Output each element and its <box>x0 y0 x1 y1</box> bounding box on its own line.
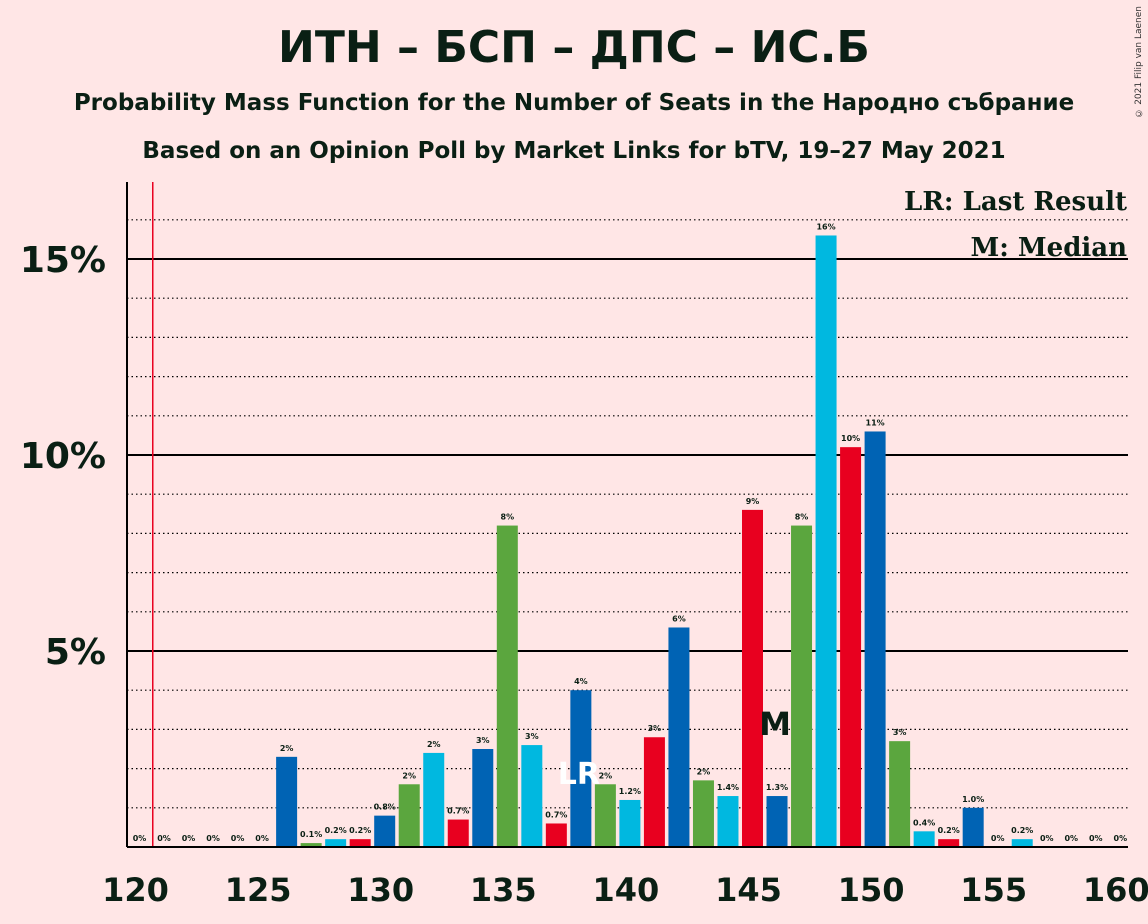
bar-seat-131 <box>374 815 396 847</box>
bar-value-label: 11% <box>866 418 885 427</box>
bar-seat-140 <box>594 784 616 847</box>
bar-value-label: 0% <box>1114 834 1128 843</box>
bar-value-label: 10% <box>841 434 860 443</box>
bar-value-label: 3% <box>648 724 662 733</box>
x-tick-label: 135 <box>470 871 537 909</box>
bar-value-label: 0% <box>133 834 147 843</box>
bar-seat-133 <box>423 752 445 847</box>
bar-value-label: 0% <box>1064 834 1078 843</box>
bar-seat-148 <box>791 525 813 847</box>
bar-value-label: 0% <box>231 834 245 843</box>
bar-value-label: 0.1% <box>300 830 322 839</box>
bar-seat-149 <box>815 235 837 848</box>
median-marker: M <box>759 705 791 743</box>
bar-seat-150 <box>840 447 862 847</box>
bar-seat-128 <box>300 843 322 847</box>
y-tick-label: 10% <box>20 436 106 477</box>
bar-value-label: 1.3% <box>766 783 788 792</box>
x-tick-label: 150 <box>838 871 905 909</box>
bar-value-label: 0.2% <box>349 826 371 835</box>
bar-value-label: 0.2% <box>938 826 960 835</box>
bar-seat-135 <box>472 749 494 847</box>
bar-value-label: 0.2% <box>325 826 347 835</box>
bar-seat-134 <box>447 819 469 847</box>
chart-title: ИТН – БСП – ДПС – ИС.Б <box>278 22 870 73</box>
bar-seat-157 <box>1011 839 1033 847</box>
bar-value-label: 1.4% <box>717 783 739 792</box>
bar-value-label: 0% <box>255 834 269 843</box>
bar-value-label: 0% <box>1089 834 1103 843</box>
bar-value-label: 0% <box>157 834 171 843</box>
bar-value-label: 0% <box>182 834 196 843</box>
x-tick-label: 120 <box>102 871 169 909</box>
bar-seat-137 <box>521 745 543 847</box>
bar-value-label: 3% <box>476 736 490 745</box>
bar-value-label: 6% <box>672 614 686 623</box>
bar-value-label: 4% <box>574 677 588 686</box>
bar-value-label: 2% <box>402 771 416 780</box>
bar-seat-129 <box>325 839 347 847</box>
bar-value-label: 2% <box>280 744 294 753</box>
bar-value-label: 2% <box>599 771 613 780</box>
x-tick-label: 125 <box>225 871 292 909</box>
bar-value-label: 0.8% <box>374 803 396 812</box>
bar-value-label: 0.7% <box>545 810 567 819</box>
x-tick-label: 160 <box>1083 871 1148 909</box>
bar-value-label: 0% <box>1040 834 1054 843</box>
bar-value-label: 8% <box>501 513 515 522</box>
chart-source: Based on an Opinion Poll by Market Links… <box>142 138 1006 164</box>
bar-seat-141 <box>619 799 641 847</box>
bar-value-label: 2% <box>697 767 711 776</box>
bar-value-label: 0.4% <box>913 818 935 827</box>
bar-seat-154 <box>938 839 960 847</box>
bar-value-label: 3% <box>525 732 539 741</box>
bar-seat-130 <box>349 839 371 847</box>
bar-seat-152 <box>889 741 911 847</box>
bar-value-label: 2% <box>427 740 441 749</box>
bar-seat-142 <box>643 737 665 847</box>
bar-seat-151 <box>864 431 886 847</box>
bar-seat-136 <box>496 525 518 847</box>
y-tick-label: 15% <box>20 240 106 281</box>
bar-value-label: 1.2% <box>619 787 641 796</box>
y-tick-label: 5% <box>45 632 106 673</box>
bar-seat-145 <box>717 796 739 847</box>
bar-value-label: 0.7% <box>447 807 469 816</box>
bar-seat-132 <box>398 784 420 847</box>
bar-value-label: 0% <box>991 834 1005 843</box>
bar-seat-139 <box>570 690 592 847</box>
last-result-marker: LR <box>558 757 600 792</box>
bar-seat-138 <box>545 823 567 847</box>
x-tick-label: 155 <box>960 871 1027 909</box>
bar-value-label: 16% <box>816 222 835 231</box>
chart-subtitle: Probability Mass Function for the Number… <box>73 90 1075 116</box>
bar-seat-146 <box>742 509 763 847</box>
x-tick-label: 140 <box>593 871 660 909</box>
bar-seat-127 <box>276 756 298 847</box>
bar-seat-144 <box>692 780 714 847</box>
bar-value-label: 1.0% <box>962 795 984 804</box>
bar-value-label: 0% <box>206 834 220 843</box>
bar-value-label: 0.2% <box>1011 826 1033 835</box>
x-tick-label: 130 <box>347 871 414 909</box>
bar-value-label: 9% <box>746 497 760 506</box>
legend-median: M: Median <box>970 233 1127 263</box>
bar-seat-153 <box>913 831 935 847</box>
bar-value-label: 3% <box>893 728 907 737</box>
bar-seat-155 <box>962 807 984 847</box>
legend-last-result: LR: Last Result <box>904 187 1127 217</box>
bar-seat-143 <box>668 627 690 847</box>
bar-seat-147 <box>766 796 788 847</box>
x-tick-label: 145 <box>715 871 782 909</box>
bar-value-label: 8% <box>795 513 809 522</box>
